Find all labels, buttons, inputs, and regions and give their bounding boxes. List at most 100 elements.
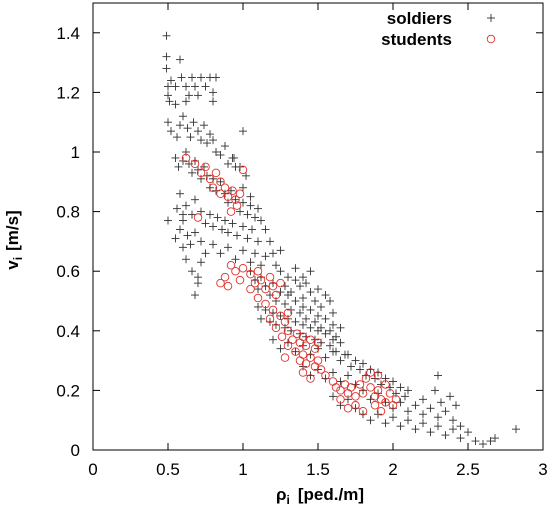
students-point bbox=[306, 353, 315, 362]
soldiers-point bbox=[236, 207, 244, 216]
students-point bbox=[226, 260, 236, 270]
students-point bbox=[351, 392, 360, 401]
soldiers-point bbox=[272, 261, 280, 270]
soldiers-point bbox=[194, 91, 202, 100]
students-point bbox=[301, 341, 311, 350]
soldiers-point bbox=[434, 371, 442, 380]
soldiers-point bbox=[321, 314, 330, 323]
plot-frame bbox=[92, 2, 544, 451]
students-point bbox=[216, 189, 225, 198]
soldiers-point bbox=[197, 73, 205, 82]
students-point bbox=[280, 317, 290, 327]
soldiers-point bbox=[426, 428, 435, 437]
soldiers-point bbox=[209, 136, 217, 145]
y-axis-label-unit: [m/s] bbox=[3, 210, 22, 251]
soldiers-point bbox=[171, 82, 180, 91]
soldiers-point bbox=[183, 124, 192, 133]
y-axis-label: vi [m/s] bbox=[3, 210, 25, 269]
soldiers-point bbox=[254, 204, 262, 213]
soldiers-point bbox=[212, 148, 220, 156]
soldiers-point bbox=[281, 299, 289, 308]
y-tick-label: 0.8 bbox=[56, 203, 80, 222]
x-tick-label: 1.5 bbox=[306, 460, 330, 479]
students-point bbox=[358, 407, 368, 416]
soldiers-point bbox=[167, 76, 175, 85]
legend-marker-students bbox=[486, 34, 496, 44]
students-point bbox=[336, 395, 345, 404]
y-axis-label-subscript: i bbox=[11, 257, 25, 260]
y-tick-label: 1.4 bbox=[56, 24, 80, 43]
soldiers-point bbox=[186, 240, 195, 249]
soldiers-point bbox=[185, 91, 193, 100]
students-point bbox=[313, 356, 323, 365]
soldiers-point bbox=[404, 407, 412, 416]
soldiers-point bbox=[336, 401, 345, 410]
students-point bbox=[261, 299, 270, 309]
students-point bbox=[261, 284, 270, 294]
soldiers-point bbox=[167, 127, 175, 136]
students-point bbox=[321, 371, 330, 380]
students-point bbox=[181, 153, 191, 163]
soldiers-point bbox=[311, 297, 319, 305]
soldiers-point bbox=[174, 162, 183, 171]
soldiers-point bbox=[344, 350, 352, 359]
soldiers-point bbox=[329, 335, 337, 344]
soldiers-point bbox=[197, 174, 205, 183]
soldiers-point bbox=[200, 121, 208, 130]
soldiers-point bbox=[197, 258, 205, 267]
students-point bbox=[265, 314, 275, 324]
students-point bbox=[283, 326, 293, 336]
students-point bbox=[246, 269, 255, 279]
students-point bbox=[276, 311, 285, 321]
soldiers-point bbox=[206, 210, 214, 219]
soldiers-point bbox=[276, 311, 285, 320]
soldiers-point bbox=[173, 133, 181, 142]
soldiers-point bbox=[381, 419, 390, 428]
soldiers-point bbox=[471, 437, 480, 446]
students-point bbox=[313, 338, 323, 347]
soldiers-point bbox=[396, 383, 405, 392]
soldiers-point bbox=[197, 136, 205, 145]
soldiers-point bbox=[179, 243, 187, 252]
soldiers-point bbox=[246, 258, 255, 267]
soldiers-point bbox=[171, 100, 180, 109]
soldiers-point bbox=[336, 377, 345, 386]
y-tick-labels: 0 0.2 0.4 0.6 0.8 1 1.2 1.4 bbox=[56, 24, 80, 460]
y-tick-label: 0 bbox=[71, 441, 80, 460]
soldiers-point bbox=[230, 153, 238, 162]
legend-marker-soldiers bbox=[487, 14, 495, 22]
y-tick-label: 0.6 bbox=[56, 262, 80, 281]
soldiers-point bbox=[329, 308, 337, 317]
soldiers-point bbox=[314, 285, 322, 294]
students-point bbox=[216, 278, 225, 288]
soldiers-point bbox=[291, 276, 300, 285]
y-axis-label-symbol: v bbox=[3, 260, 22, 270]
soldiers-point bbox=[276, 288, 285, 297]
soldiers-point bbox=[381, 374, 390, 383]
soldiers-point bbox=[239, 127, 247, 136]
soldiers-point bbox=[182, 82, 190, 91]
soldiers-point bbox=[377, 380, 385, 389]
soldiers-point bbox=[216, 249, 225, 258]
soldiers-point bbox=[366, 395, 375, 404]
soldiers-point bbox=[221, 142, 229, 151]
soldiers-point bbox=[185, 159, 193, 168]
soldiers-point bbox=[404, 386, 412, 395]
students-point bbox=[268, 305, 278, 315]
soldiers-point bbox=[266, 237, 274, 246]
students-point bbox=[231, 266, 240, 276]
soldiers-point bbox=[182, 97, 190, 106]
soldiers-point bbox=[326, 297, 334, 305]
soldiers-point bbox=[291, 264, 300, 273]
students-point bbox=[331, 383, 341, 392]
students-point bbox=[291, 347, 300, 356]
soldiers-point bbox=[242, 171, 250, 180]
soldiers-point bbox=[179, 210, 187, 219]
soldiers-point bbox=[257, 216, 265, 225]
soldiers-point bbox=[188, 73, 196, 82]
soldiers-point bbox=[209, 240, 217, 249]
students-point bbox=[223, 192, 233, 201]
soldiers-point bbox=[419, 395, 427, 404]
soldiers-point bbox=[254, 302, 262, 311]
soldiers-point bbox=[212, 73, 220, 82]
